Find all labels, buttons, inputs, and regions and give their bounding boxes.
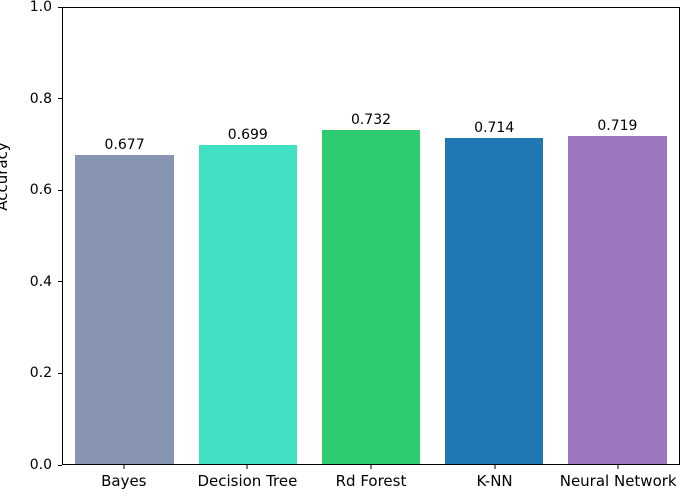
- bar-group-k-nn: 0.714: [433, 8, 556, 464]
- bar-value-label: 0.714: [474, 120, 515, 137]
- x-tick-mark: [370, 465, 372, 469]
- y-tick-label: 0.6: [29, 182, 52, 199]
- x-tick-mark: [246, 465, 248, 469]
- y-tick-mark: [58, 464, 62, 466]
- bar-value-label: 0.732: [350, 112, 392, 129]
- bar-rd-forest: [321, 130, 421, 464]
- y-tick-mark: [58, 189, 62, 191]
- bar-value-label: 0.677: [104, 137, 145, 154]
- bar-value-label: 0.719: [597, 118, 638, 135]
- bar-value-label: 0.699: [227, 127, 268, 144]
- x-axis-tick-labels: Bayes Decision Tree Rd Forest K-NN Neural Ne…: [62, 473, 680, 490]
- y-tick-label: 0.8: [29, 90, 52, 107]
- x-tick-mark: [123, 465, 125, 469]
- y-tick-label: 1.0: [29, 0, 52, 15]
- y-tick-label: 0.4: [29, 273, 52, 290]
- x-tick-label-bayes: Bayes: [101, 472, 147, 490]
- bar-group-decision-tree: 0.699: [186, 8, 309, 464]
- x-axis-tick-marks: [62, 465, 680, 470]
- y-tick-mark: [58, 281, 62, 283]
- plot-area: 0.677 0.699 0.732 0.714 0.719: [62, 7, 680, 465]
- bar-k-nn: [444, 138, 544, 464]
- bar-group-rd-forest: 0.732: [309, 8, 432, 464]
- y-axis-ticks: 0.0 0.2 0.4 0.6 0.8 1.0: [0, 0, 62, 472]
- bars-container: 0.677 0.699 0.732 0.714 0.719: [63, 8, 679, 464]
- bar-group-neural-network: 0.719: [556, 8, 679, 464]
- y-tick-mark: [58, 372, 62, 374]
- bar-bayes: [75, 155, 174, 464]
- y-tick-mark: [58, 6, 62, 8]
- y-tick-label: 0.0: [29, 457, 52, 473]
- x-tick-mark: [617, 465, 619, 469]
- x-tick-mark: [494, 465, 496, 469]
- y-tick-label: 0.2: [29, 365, 52, 382]
- bar-decision-tree: [198, 145, 298, 464]
- x-tick-label-neural-network: Neural Network: [559, 472, 677, 490]
- x-tick-label-k-nn: K-NN: [476, 472, 513, 490]
- x-tick-label-decision-tree: Decision Tree: [197, 472, 298, 490]
- bar-neural-network: [568, 136, 667, 464]
- bar-group-bayes: 0.677: [63, 8, 186, 464]
- x-tick-label-rd-forest: Rd Forest: [335, 472, 407, 490]
- y-tick-mark: [58, 98, 62, 100]
